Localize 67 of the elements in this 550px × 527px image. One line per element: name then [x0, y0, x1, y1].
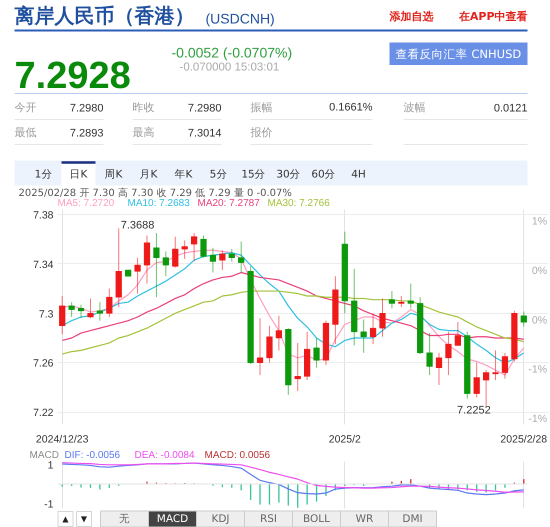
- text: 0.1661%: [329, 102, 373, 114]
- annotation: 7.2252: [457, 404, 491, 417]
- text: 0.0121: [494, 102, 528, 114]
- text: WR: [356, 513, 374, 525]
- text: ▼: [80, 514, 88, 524]
- x-tick-label: 2024/12/23: [36, 434, 89, 446]
- text: MA30: 7.2766: [268, 198, 330, 209]
- text: 0%: [532, 314, 548, 326]
- y-tick-label: 1: [48, 459, 54, 472]
- text: DMI: [402, 513, 423, 525]
- text: 波幅: [404, 101, 426, 114]
- text: ▲: [62, 514, 70, 524]
- text: -0.0052 (-0.0707%): [172, 44, 292, 60]
- text: -1%: [528, 413, 548, 426]
- text: 周K: [104, 168, 124, 180]
- y-tick-label: 7.22: [33, 407, 54, 420]
- text: 最低: [14, 126, 36, 139]
- chart-subtitle: (USDCNH): [206, 10, 275, 26]
- text: 最高: [132, 126, 154, 139]
- text: 7.2980: [70, 102, 104, 114]
- text: 15分: [241, 168, 266, 180]
- series-label: DEA: -0.0084: [134, 450, 195, 461]
- text: RSI: [260, 513, 278, 525]
- line-series: [62, 290, 524, 355]
- y-tick-label: -1: [44, 498, 54, 511]
- text: BOLL: [303, 513, 330, 525]
- text: 昨收: [132, 101, 154, 114]
- y-tick-label: 7.38: [33, 209, 54, 222]
- text: 7.3014: [188, 128, 222, 140]
- text: 0%: [532, 264, 548, 277]
- text: KDJ: [211, 513, 230, 525]
- y-tick-label: 7.34: [33, 258, 54, 271]
- annotation: 7.3688: [120, 219, 154, 232]
- text: 7.2980: [188, 102, 222, 114]
- chart-title: 离岸人民币（香港）: [14, 4, 194, 28]
- text: MA20: 7.2787: [198, 198, 260, 209]
- text: 无: [119, 513, 130, 525]
- text: 7.2893: [70, 128, 104, 140]
- text: 30分: [276, 168, 301, 180]
- y-tick-label: 7.26: [33, 358, 54, 370]
- text: 7.2928: [14, 55, 131, 97]
- text: 1分: [34, 168, 52, 180]
- text: 60分: [311, 168, 336, 180]
- chart-title: MACD: [30, 450, 59, 461]
- text: 报价: [250, 126, 272, 139]
- text: 振幅: [250, 101, 272, 114]
- text: 日K: [70, 168, 89, 180]
- text: 今开: [14, 101, 36, 114]
- text: 月K: [140, 168, 159, 180]
- text: 在APP中查看: [458, 10, 528, 23]
- text: MA5: 7.2720: [58, 198, 115, 209]
- series-label: DIF: -0.0056: [64, 450, 121, 461]
- text: MACD: 0.0056: [204, 450, 271, 461]
- text: -0.070000 15:03:01: [180, 62, 280, 74]
- text: MACD: [156, 513, 188, 525]
- y-tick-label: 7.3: [38, 308, 54, 320]
- text: 2025/02/28 开 7.30 高 7.30 收 7.29 低 7.29 量 0 -0.07%: [18, 187, 292, 199]
- text: 年K: [174, 168, 194, 180]
- text: 4H: [351, 168, 366, 180]
- text: 添加自选: [388, 10, 434, 23]
- text: 1%: [532, 215, 548, 228]
- x-tick-label: 2025/2/28: [500, 434, 548, 446]
- text: -1%: [528, 364, 548, 376]
- text: 5分: [210, 168, 228, 180]
- text: 查看反向汇率 CNHUSD: [396, 47, 522, 61]
- text: MA10: 7.2683: [128, 198, 190, 209]
- x-tick-label: 2025/2: [328, 434, 362, 446]
